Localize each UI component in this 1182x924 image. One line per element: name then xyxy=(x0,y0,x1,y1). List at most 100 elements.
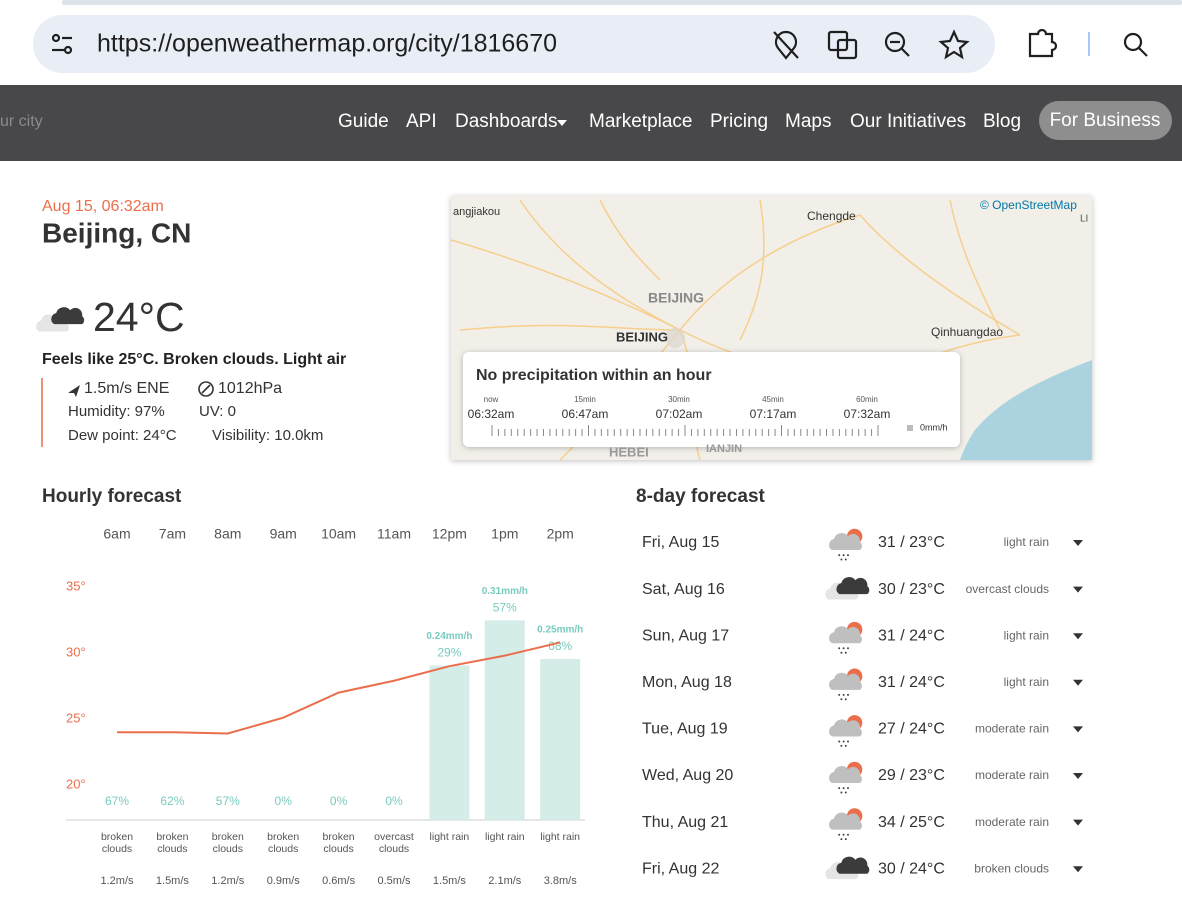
day-temps: 29 / 23°C xyxy=(878,767,945,784)
day-temps: 30 / 23°C xyxy=(878,581,945,598)
precip-time: 07:32am xyxy=(844,407,891,421)
business-label[interactable]: For Business xyxy=(1050,110,1161,131)
hour-label: 9am xyxy=(270,526,297,542)
condition: broken clouds xyxy=(211,831,244,855)
precip-probability: 62% xyxy=(160,794,184,808)
day-date: Wed, Aug 20 xyxy=(642,767,733,784)
wind: 1.5m/s ENE xyxy=(84,380,169,397)
precip-offset: now xyxy=(484,395,499,404)
precip-unit: 0mm/h xyxy=(920,422,948,432)
precip-title: No precipitation within an hour xyxy=(476,367,712,384)
day-date: Thu, Aug 21 xyxy=(642,814,728,831)
precip-amount-label: 0.31mm/h xyxy=(482,586,528,597)
raindrop xyxy=(844,558,847,561)
expand-caret[interactable] xyxy=(1073,586,1083,593)
url[interactable]: https://openweathermap.org/city/1816670 xyxy=(97,30,557,58)
wind-speed: 3.8m/s xyxy=(544,875,578,887)
raindrop xyxy=(847,554,849,557)
precip-offset: 30min xyxy=(668,395,690,404)
nav-link[interactable]: API xyxy=(406,111,437,132)
expand-caret[interactable] xyxy=(1073,773,1083,779)
cloud xyxy=(829,626,862,644)
nav-link[interactable]: Our Initiatives xyxy=(850,111,966,132)
datetime: Aug 15, 06:32am xyxy=(42,198,164,215)
raindrop xyxy=(840,791,843,794)
day-description: light rain xyxy=(1004,628,1049,642)
nav-link[interactable]: Maps xyxy=(785,111,831,132)
city-area xyxy=(665,328,685,348)
hour-label: 6am xyxy=(103,526,130,542)
raindrop xyxy=(847,647,849,650)
map-place: Chengde xyxy=(807,209,856,223)
expand-caret[interactable] xyxy=(1073,866,1083,873)
map-place: HEBEI xyxy=(609,444,649,459)
pressure-icon xyxy=(198,381,214,397)
hour-label: 10am xyxy=(321,526,356,542)
day-date: Fri, Aug 22 xyxy=(642,860,719,877)
expand-caret[interactable] xyxy=(1073,726,1083,733)
expand-caret[interactable] xyxy=(1073,819,1083,826)
day-temps: 30 / 24°C xyxy=(878,860,945,877)
nav-link[interactable]: Guide xyxy=(338,111,389,132)
raindrop xyxy=(840,698,843,701)
rain-icon xyxy=(829,528,863,561)
map-place: Qinhuangdao xyxy=(931,325,1003,339)
y-tick-label: 20° xyxy=(66,776,86,791)
search-placeholder[interactable]: ur city xyxy=(0,113,43,130)
day-description: overcast clouds xyxy=(966,582,1049,596)
expand-caret[interactable] xyxy=(1073,540,1083,546)
raindrop xyxy=(838,647,841,650)
cloud xyxy=(829,766,862,784)
raindrop xyxy=(844,651,847,654)
wind-speed: 1.5m/s xyxy=(433,875,467,887)
precip-probability: 57% xyxy=(216,794,240,808)
raindrop xyxy=(838,693,841,696)
precip-probability: 0% xyxy=(330,794,348,808)
precip-bar xyxy=(484,620,525,820)
rain-icon xyxy=(829,808,863,841)
address-bar[interactable] xyxy=(33,15,995,73)
hourly-title: Hourly forecast xyxy=(42,486,182,507)
nav-link[interactable]: Marketplace xyxy=(589,111,693,132)
precip-bar xyxy=(540,659,581,820)
cloud-icon xyxy=(36,307,85,332)
expand-caret[interactable] xyxy=(1073,633,1083,640)
raindrop xyxy=(844,744,847,747)
day-temps: 27 / 24°C xyxy=(878,721,945,738)
day-description: moderate rain xyxy=(975,815,1049,829)
condition: broken clouds xyxy=(322,831,355,855)
day-temps: 34 / 25°C xyxy=(878,814,945,831)
raindrop xyxy=(838,787,841,790)
nav-link[interactable]: Dashboards xyxy=(455,111,557,132)
precip-ticks xyxy=(491,425,879,436)
wind-speed: 1.2m/s xyxy=(211,875,245,887)
cloud xyxy=(836,856,870,874)
cloud xyxy=(51,307,85,325)
condition: broken clouds xyxy=(156,831,189,855)
condition: light rain xyxy=(429,831,470,843)
precip-amount-label: 0.25mm/h xyxy=(537,625,583,636)
precip-probability: 29% xyxy=(437,646,461,660)
precip-amount-label: 0.24mm/h xyxy=(426,631,472,642)
raindrop xyxy=(847,693,849,696)
business-button[interactable] xyxy=(1039,101,1172,140)
summary: Feels like 25°C. Broken clouds. Light ai… xyxy=(42,351,346,368)
raindrop xyxy=(842,740,845,743)
dropdown-caret[interactable] xyxy=(557,120,567,126)
raindrop xyxy=(842,833,845,836)
map-place: angjiakou xyxy=(453,206,500,218)
wind-speed: 0.9m/s xyxy=(267,875,301,887)
expand-caret[interactable] xyxy=(1073,679,1083,686)
raindrop xyxy=(844,791,847,794)
day-temps: 31 / 24°C xyxy=(878,627,945,644)
day-temps: 31 / 23°C xyxy=(878,534,945,551)
daily-title: 8-day forecast xyxy=(636,486,766,507)
map-attribution[interactable]: © OpenStreetMap xyxy=(980,198,1077,212)
raindrop xyxy=(844,838,847,841)
nav-link[interactable]: Pricing xyxy=(710,111,768,132)
cloud xyxy=(829,672,862,690)
rain-icon xyxy=(829,621,863,654)
precip-probability: 57% xyxy=(493,601,517,615)
y-tick-label: 35° xyxy=(66,578,86,593)
nav-link[interactable]: Blog xyxy=(983,111,1021,132)
